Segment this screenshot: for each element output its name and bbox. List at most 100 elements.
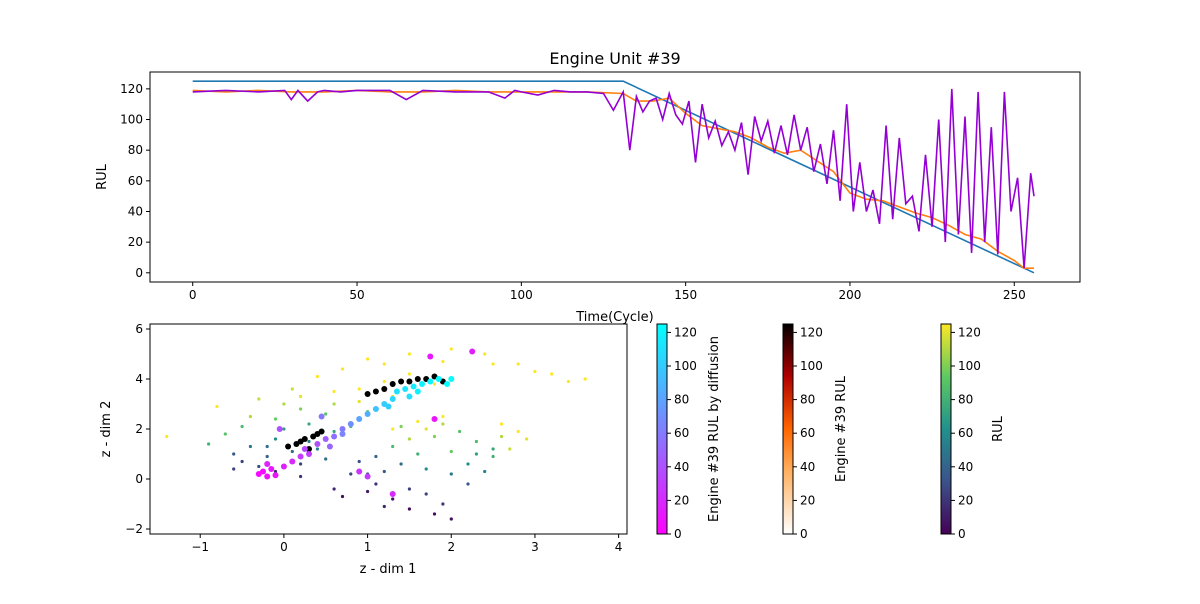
rul-point [474, 452, 478, 456]
rul-point [416, 452, 420, 456]
rul-point [324, 457, 328, 461]
engine-rul-point [285, 443, 292, 450]
rul-point [257, 397, 261, 401]
rul-point [357, 399, 361, 404]
rul-point [307, 439, 311, 444]
scatter-x-tick-label: 3 [531, 540, 539, 554]
diffusion-rul-point [435, 376, 442, 382]
diffusion-rul-point [260, 468, 266, 475]
rul-point [357, 459, 361, 464]
diffusion-rul-point [427, 378, 434, 385]
scatter-x-tick-label: 4 [615, 540, 623, 554]
colorbar-diffusion-gradient [656, 323, 668, 535]
engine-rul-point [414, 376, 421, 382]
rul-point [282, 427, 286, 431]
diffusion-rul-point [448, 376, 455, 382]
engine-rul-point [389, 381, 396, 387]
rul-point [382, 379, 386, 384]
colorbar-rul-gradient [940, 323, 952, 535]
diffusion-rul-point [264, 473, 271, 480]
diffusion-rul-point [347, 421, 354, 427]
rul-point [407, 507, 411, 511]
colorbar-tick-label: 100 [958, 359, 981, 373]
engine-rul-point [301, 436, 308, 442]
line-axes: 0 50 100 150 200 250 0 20 40 60 80 100 120 [120, 82, 1026, 302]
diffusion-rul-point [289, 458, 296, 465]
diffusion-rul-point [314, 441, 321, 447]
rul-point [282, 402, 286, 406]
rul-point [315, 447, 319, 451]
y-tick-label: 40 [128, 204, 143, 218]
rul-point [299, 394, 303, 399]
y-tick-label: 100 [120, 113, 143, 127]
y-tick-label: 120 [120, 82, 143, 96]
scatter-x-axis-label: z - dim 1 [360, 562, 417, 577]
diffusion-rul-point [427, 353, 434, 360]
engine-rul-point [293, 441, 300, 447]
colorbar-tick-label: 120 [800, 325, 823, 339]
x-tick-label: 0 [189, 288, 197, 302]
engine-rul-point [381, 386, 388, 392]
diffusion-rul-point [410, 383, 417, 390]
rul-point [248, 414, 252, 419]
rul-point [299, 474, 303, 479]
rul-point [240, 459, 244, 464]
y-tick-label: 60 [128, 174, 143, 188]
rul-point [432, 382, 437, 386]
colorbar-tick-label: 120 [958, 325, 981, 339]
engine-rul-point [306, 446, 312, 452]
scatter-x-tick-label: 1 [364, 540, 372, 554]
rul-point [407, 437, 411, 441]
engine-rul-point [406, 378, 413, 385]
rul-point [449, 449, 453, 454]
rul-point [432, 434, 437, 439]
y-axis-label: RUL [95, 163, 110, 190]
rul-point [458, 429, 462, 434]
colorbar-tick-label: 20 [800, 493, 815, 507]
rul-point [466, 462, 470, 466]
scatter-y-tick-label: −2 [125, 522, 143, 536]
rul-point [441, 414, 445, 419]
diffusion-rul-point [389, 396, 396, 402]
x-tick-label: 150 [674, 288, 697, 302]
rul-point [491, 362, 495, 366]
colorbar-rul: 0 20 40 60 80 100 120 RUL [940, 323, 1006, 541]
rul-point [382, 362, 386, 366]
colorbar-engine: 0 20 40 60 80 100 120 Engine #39 RUL [782, 323, 849, 541]
x-tick-label: 50 [349, 288, 364, 302]
rul-point [407, 487, 411, 491]
series-line-2 [192, 88, 1035, 269]
rul-point [332, 402, 336, 406]
line-chart: Engine Unit #39 0 50 100 150 200 250 0 20 40 60 80… [95, 49, 1081, 325]
rul-point [332, 429, 336, 434]
rul-point [407, 372, 411, 376]
rul-point [424, 467, 428, 471]
colorbar-tick-label: 60 [674, 426, 689, 440]
engine-rul-point [398, 378, 405, 385]
diffusion-rul-point [264, 461, 271, 467]
rul-point [273, 437, 278, 441]
scatter-x-tick-label: −1 [191, 540, 209, 554]
rul-point [499, 422, 504, 426]
rul-point [508, 447, 512, 451]
diffusion-rul-point [272, 472, 279, 479]
rul-point [391, 444, 395, 449]
rul-point [449, 347, 453, 351]
rul-point [366, 357, 370, 361]
rul-point [449, 517, 453, 521]
colorbar-tick-label: 100 [674, 359, 697, 373]
rul-point [215, 404, 219, 409]
rul-point [491, 454, 495, 459]
colorbar-tick-label: 60 [800, 426, 815, 440]
rul-point [550, 372, 554, 376]
scatter-x-tick-label: 2 [447, 540, 455, 554]
series-line-1 [192, 89, 1034, 270]
colorbar-tick-label: 100 [800, 359, 823, 373]
colorbar-diffusion: 0 20 40 60 80 100 120 Engine #39 RUL by diffus… [656, 323, 722, 541]
rul-point [399, 462, 403, 466]
scatter-y-axis-label: z - dim 2 [99, 401, 114, 458]
diffusion-rul-point [331, 433, 338, 440]
colorbar-diffusion-label: Engine #39 RUL by diffusion [707, 336, 722, 522]
rul-point [407, 352, 411, 356]
rul-point [516, 362, 520, 366]
